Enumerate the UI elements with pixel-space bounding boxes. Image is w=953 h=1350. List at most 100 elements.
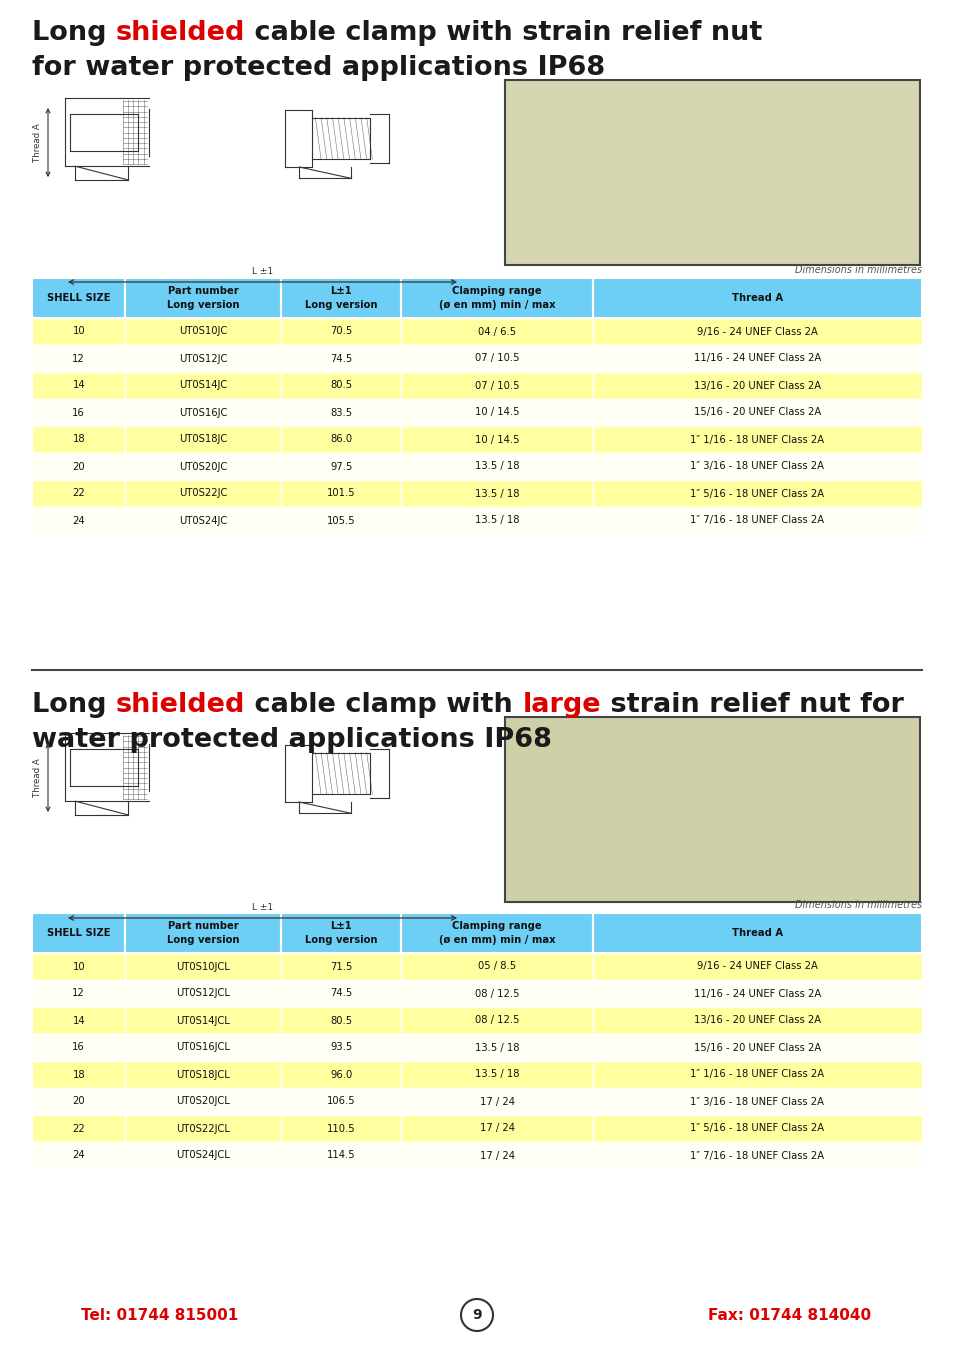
Bar xyxy=(32,400,125,427)
Text: 9/16 - 24 UNEF Class 2A: 9/16 - 24 UNEF Class 2A xyxy=(697,961,817,972)
Bar xyxy=(401,1007,592,1034)
Bar xyxy=(592,1088,921,1115)
Text: shielded: shielded xyxy=(116,693,245,718)
Bar xyxy=(32,1142,125,1169)
Text: Tel: 01744 815001: Tel: 01744 815001 xyxy=(81,1308,238,1323)
Text: 18: 18 xyxy=(72,435,85,444)
Text: 9: 9 xyxy=(472,1308,481,1322)
Text: 13/16 - 20 UNEF Class 2A: 13/16 - 20 UNEF Class 2A xyxy=(693,381,820,390)
Bar xyxy=(281,1034,401,1061)
Bar xyxy=(592,278,921,319)
Bar xyxy=(32,1034,125,1061)
Bar xyxy=(125,1115,281,1142)
Bar xyxy=(281,373,401,400)
Text: UT0S22JCL: UT0S22JCL xyxy=(176,1123,230,1134)
Text: UT0S24JC: UT0S24JC xyxy=(179,516,227,525)
Text: UT0S10JCL: UT0S10JCL xyxy=(176,961,230,972)
Text: Long version: Long version xyxy=(305,300,377,310)
Text: 14: 14 xyxy=(72,1015,85,1026)
Bar xyxy=(592,1034,921,1061)
Text: 74.5: 74.5 xyxy=(330,354,352,363)
Text: 13.5 / 18: 13.5 / 18 xyxy=(475,1042,518,1053)
Circle shape xyxy=(460,1299,493,1331)
Text: 12: 12 xyxy=(72,988,85,999)
Bar xyxy=(401,454,592,481)
Bar xyxy=(592,1115,921,1142)
Bar xyxy=(125,1142,281,1169)
Text: 15/16 - 20 UNEF Class 2A: 15/16 - 20 UNEF Class 2A xyxy=(693,1042,821,1053)
Bar xyxy=(401,1088,592,1115)
Text: Long: Long xyxy=(32,20,116,46)
Text: Clamping range: Clamping range xyxy=(452,921,541,931)
Text: strain relief nut for: strain relief nut for xyxy=(600,693,903,718)
Bar xyxy=(281,1115,401,1142)
Text: 07 / 10.5: 07 / 10.5 xyxy=(475,381,518,390)
Bar xyxy=(125,1007,281,1034)
Text: L ±1: L ±1 xyxy=(252,267,273,275)
Text: 16: 16 xyxy=(72,408,85,417)
Bar xyxy=(592,319,921,346)
Bar xyxy=(125,319,281,346)
Text: UT0S12JCL: UT0S12JCL xyxy=(176,988,230,999)
Bar xyxy=(401,278,592,319)
Text: 20: 20 xyxy=(72,1096,85,1107)
Text: water protected applications IP68: water protected applications IP68 xyxy=(32,728,551,753)
Bar xyxy=(401,913,592,953)
Text: 9/16 - 24 UNEF Class 2A: 9/16 - 24 UNEF Class 2A xyxy=(697,327,817,336)
Bar xyxy=(592,1007,921,1034)
Text: 18: 18 xyxy=(72,1069,85,1080)
Text: 10 / 14.5: 10 / 14.5 xyxy=(475,435,518,444)
Text: UT0S12JC: UT0S12JC xyxy=(179,354,227,363)
Bar xyxy=(401,953,592,980)
Bar xyxy=(504,717,919,902)
Bar xyxy=(592,1061,921,1088)
Text: large: large xyxy=(522,693,600,718)
Bar xyxy=(125,508,281,535)
Bar xyxy=(401,980,592,1007)
Bar xyxy=(125,278,281,319)
Bar xyxy=(281,980,401,1007)
Bar xyxy=(401,481,592,508)
Bar xyxy=(592,980,921,1007)
Text: 13.5 / 18: 13.5 / 18 xyxy=(475,1069,518,1080)
Bar xyxy=(281,278,401,319)
Bar xyxy=(401,1034,592,1061)
Text: 24: 24 xyxy=(72,1150,85,1161)
Text: UT0S14JC: UT0S14JC xyxy=(179,381,227,390)
Text: 10: 10 xyxy=(72,327,85,336)
Text: cable clamp with strain relief nut: cable clamp with strain relief nut xyxy=(245,20,762,46)
Text: Part number: Part number xyxy=(168,921,238,931)
Bar xyxy=(592,1142,921,1169)
Text: (ø en mm) min / max: (ø en mm) min / max xyxy=(438,936,555,945)
Text: 93.5: 93.5 xyxy=(330,1042,352,1053)
Text: Thread A: Thread A xyxy=(33,123,42,162)
Text: 86.0: 86.0 xyxy=(330,435,352,444)
Text: 10: 10 xyxy=(72,961,85,972)
Bar xyxy=(592,346,921,373)
Bar xyxy=(592,400,921,427)
Bar xyxy=(32,481,125,508)
Text: 13.5 / 18: 13.5 / 18 xyxy=(475,462,518,471)
Bar xyxy=(401,373,592,400)
Bar xyxy=(125,980,281,1007)
Text: UT0S14JCL: UT0S14JCL xyxy=(176,1015,230,1026)
Text: Clamping range: Clamping range xyxy=(452,286,541,296)
Text: Thread A: Thread A xyxy=(731,927,782,938)
Text: L±1: L±1 xyxy=(330,286,352,296)
Bar xyxy=(281,1088,401,1115)
Text: 1″ 5/16 - 18 UNEF Class 2A: 1″ 5/16 - 18 UNEF Class 2A xyxy=(690,489,823,498)
Text: 97.5: 97.5 xyxy=(330,462,352,471)
Text: 13.5 / 18: 13.5 / 18 xyxy=(475,489,518,498)
Text: 04 / 6.5: 04 / 6.5 xyxy=(477,327,516,336)
Bar xyxy=(504,80,919,265)
Text: UT0S24JCL: UT0S24JCL xyxy=(176,1150,230,1161)
Text: SHELL SIZE: SHELL SIZE xyxy=(47,293,111,302)
Bar xyxy=(281,346,401,373)
Text: SHELL SIZE: SHELL SIZE xyxy=(47,927,111,938)
Text: 1″ 1/16 - 18 UNEF Class 2A: 1″ 1/16 - 18 UNEF Class 2A xyxy=(690,1069,823,1080)
Text: Fax: 01744 814040: Fax: 01744 814040 xyxy=(708,1308,871,1323)
Bar xyxy=(401,346,592,373)
Text: Long version: Long version xyxy=(305,936,377,945)
Text: UT0S10JC: UT0S10JC xyxy=(179,327,227,336)
Bar xyxy=(125,1061,281,1088)
